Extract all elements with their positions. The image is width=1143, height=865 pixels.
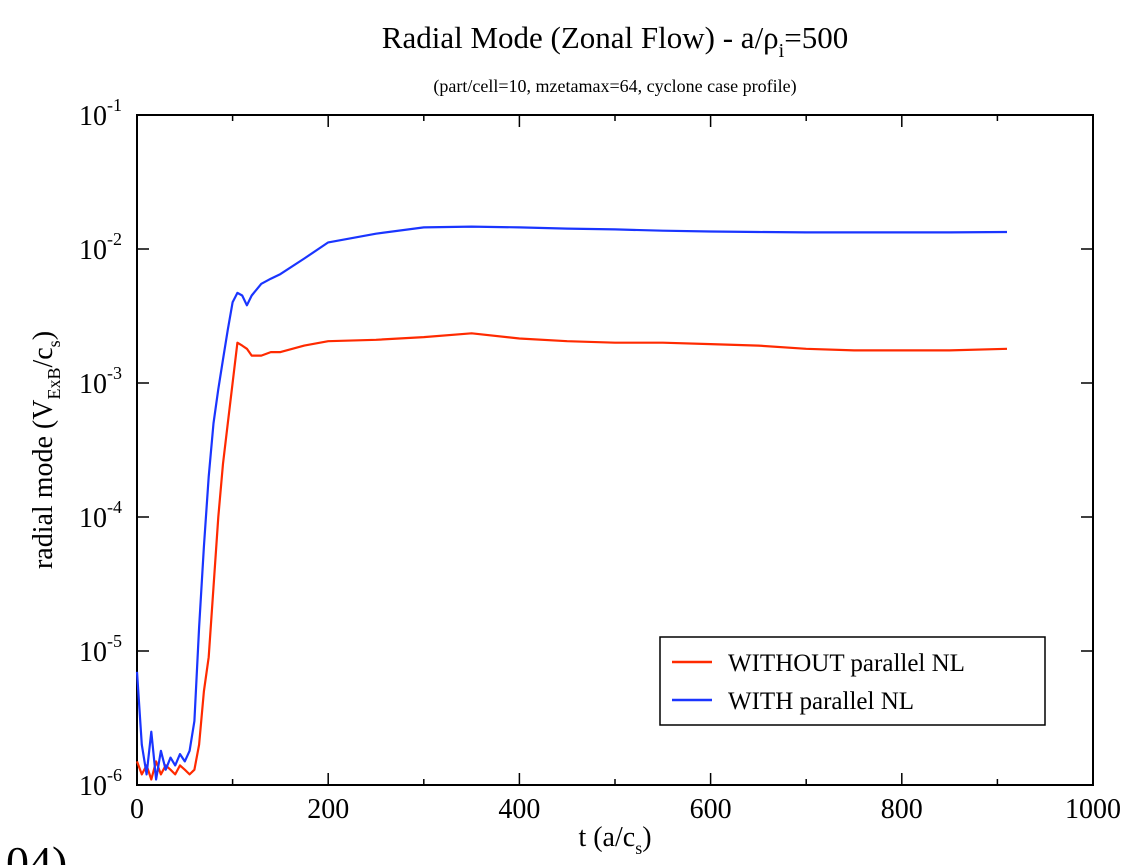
y-axis-label-part: s (44, 340, 64, 347)
y-axis-label: radial mode (VExB/cs) (28, 331, 64, 569)
chart-title-part: =500 (784, 20, 848, 55)
x-axis-label-part: t (a/c (578, 822, 635, 853)
legend-label: WITH parallel NL (728, 688, 914, 715)
y-tick-label: 10-6 (79, 765, 122, 802)
x-tick-label: 400 (498, 794, 540, 825)
chart-subtitle: (part/cell=10, mzetamax=64, cyclone case… (433, 76, 796, 97)
legend-label: WITHOUT parallel NL (728, 650, 965, 677)
chart-title-part: Radial Mode (Zonal Flow) - a/ρ (382, 20, 779, 55)
x-axis-label-part: ) (642, 822, 651, 853)
y-tick-base: 10 (79, 503, 107, 534)
y-tick-label: 10-4 (79, 497, 122, 534)
chart-title-part: i (779, 40, 785, 62)
series-line (135, 332, 1008, 781)
x-tick-label: 200 (307, 794, 349, 825)
y-tick-base: 10 (79, 235, 107, 266)
chart-title: Radial Mode (Zonal Flow) - a/ρi=500 (382, 20, 848, 62)
x-tick-label: 0 (130, 794, 144, 825)
series-line (135, 225, 1008, 781)
x-tick-label: 1000 (1065, 794, 1121, 825)
y-tick-label: 10-5 (79, 631, 122, 668)
y-axis-label-part: /c (28, 347, 59, 367)
y-tick-base: 10 (79, 369, 107, 400)
y-tick-base: 10 (79, 101, 107, 132)
y-tick-exponent: -2 (107, 229, 122, 249)
y-tick-label: 10-1 (79, 95, 122, 132)
y-tick-exponent: -1 (107, 95, 122, 115)
y-tick-exponent: -4 (107, 497, 122, 517)
y-tick-exponent: -6 (107, 765, 122, 785)
y-tick-exponent: -5 (107, 631, 122, 651)
y-tick-base: 10 (79, 771, 107, 802)
y-axis-label-part: radial mode (V (28, 400, 59, 570)
legend-box (659, 636, 1046, 726)
y-tick-label: 10-3 (79, 363, 122, 400)
y-axis-label-part: ) (28, 331, 59, 340)
y-axis-label-part: ExB (44, 368, 64, 400)
y-tick-base: 10 (79, 637, 107, 668)
annotation: 04) (6, 837, 67, 865)
x-tick-label: 800 (881, 794, 923, 825)
x-axis-label-part: s (635, 838, 642, 858)
x-tick-label: 600 (690, 794, 732, 825)
x-axis-label: t (a/cs) (578, 822, 651, 858)
y-tick-exponent: -3 (107, 363, 122, 383)
y-tick-label: 10-2 (79, 229, 122, 266)
